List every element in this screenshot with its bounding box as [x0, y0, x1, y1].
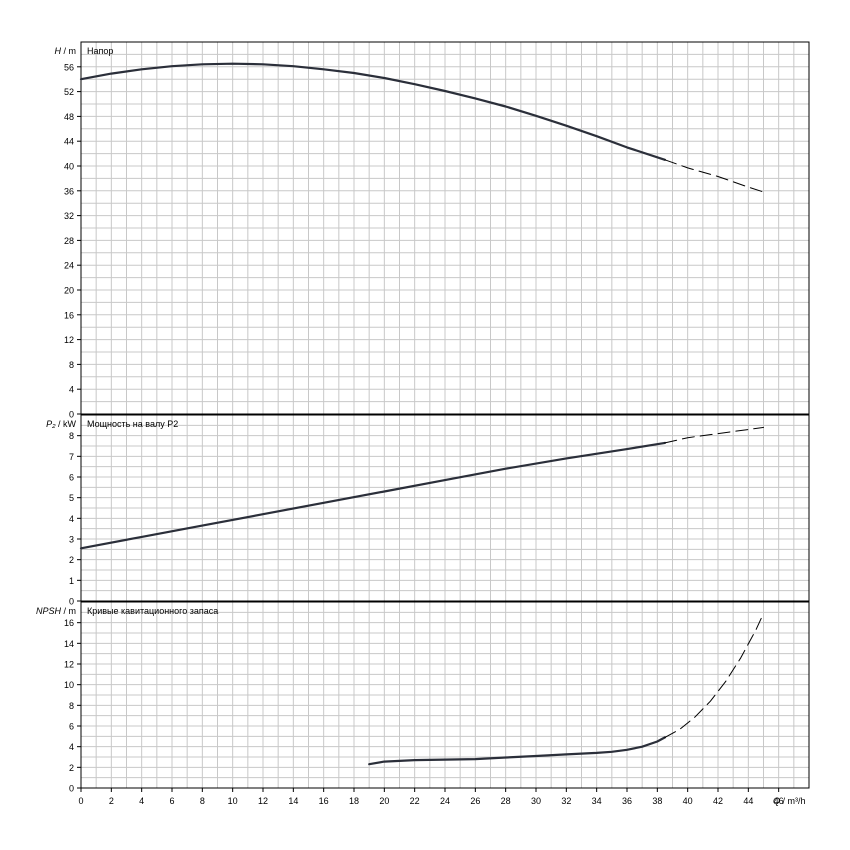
x-tick-label: 0	[78, 796, 83, 806]
y-tick-label: 20	[64, 286, 74, 296]
y-tick-label: 12	[64, 335, 74, 345]
x-tick-label: 42	[713, 796, 723, 806]
series-line-solid	[79, 441, 667, 550]
series-line-solid	[79, 62, 667, 161]
y-tick-label: 1	[69, 576, 74, 586]
y-tick-label: 8	[69, 701, 74, 711]
x-tick-label: 28	[501, 796, 511, 806]
y-tick-label: 4	[69, 742, 74, 752]
x-tick-label: 40	[683, 796, 693, 806]
y-tick-label: 44	[64, 137, 74, 147]
y-tick-label: 56	[64, 62, 74, 72]
y-tick-label: 2	[69, 763, 74, 773]
series-line-dashed	[664, 426, 764, 444]
y-tick-label: 0	[69, 410, 74, 420]
x-tick-label: 22	[410, 796, 420, 806]
y-axis-symbol: NPSH	[36, 606, 64, 616]
x-tick-label: 32	[561, 796, 571, 806]
y-tick-label: 8	[69, 360, 74, 370]
x-tick-label: 30	[531, 796, 541, 806]
y-axis-unit: / m	[64, 46, 77, 56]
x-tick-label: 14	[288, 796, 298, 806]
x-tick-label: 36	[622, 796, 632, 806]
y-axis-label: P₂ / kW	[46, 419, 76, 429]
y-tick-label: 4	[69, 385, 74, 395]
y-axis-symbol: P₂	[46, 419, 58, 429]
y-axis-unit: / m	[64, 606, 77, 616]
x-axis-label: Q / m³/h	[773, 796, 806, 806]
y-axis-label: NPSH / m	[36, 606, 76, 616]
x-tick-label: 6	[169, 796, 174, 806]
y-tick-label: 2	[69, 555, 74, 565]
y-tick-label: 4	[69, 514, 74, 524]
panel-frame	[80, 41, 810, 415]
y-tick-label: 6	[69, 722, 74, 732]
y-tick-label: 8	[69, 431, 74, 441]
panel-frame	[80, 414, 810, 602]
x-tick-label: 10	[228, 796, 238, 806]
x-tick-label: 34	[592, 796, 602, 806]
series-line-solid	[368, 736, 667, 766]
y-tick-label: 28	[64, 236, 74, 246]
y-tick-label: 36	[64, 186, 74, 196]
panel-title: Кривые кавитационного запаса	[87, 606, 218, 616]
panel-title: Мощность на валу P2	[87, 419, 178, 429]
x-tick-label: 46	[774, 796, 784, 806]
y-tick-label: 5	[69, 493, 74, 503]
x-tick-label: 8	[200, 796, 205, 806]
y-axis-unit: / kW	[58, 419, 77, 429]
y-axis-label: H / m	[55, 46, 77, 56]
y-tick-label: 3	[69, 535, 74, 545]
series-line-dashed	[664, 159, 764, 193]
y-tick-label: 0	[69, 597, 74, 607]
x-tick-label: 20	[379, 796, 389, 806]
y-tick-label: 16	[64, 618, 74, 628]
x-tick-label: 38	[652, 796, 662, 806]
x-tick-label: 2	[109, 796, 114, 806]
y-tick-label: 52	[64, 87, 74, 97]
x-tick-label: 24	[440, 796, 450, 806]
y-axis-symbol: H	[55, 46, 64, 56]
y-tick-label: 6	[69, 473, 74, 483]
y-tick-label: 12	[64, 660, 74, 670]
y-tick-label: 10	[64, 680, 74, 690]
y-tick-label: 16	[64, 310, 74, 320]
x-axis-unit: / m³/h	[783, 796, 806, 806]
y-tick-label: 0	[69, 784, 74, 794]
series-line-dashed	[664, 612, 764, 738]
x-tick-label: 16	[319, 796, 329, 806]
x-tick-label: 18	[349, 796, 359, 806]
y-tick-label: 32	[64, 211, 74, 221]
x-axis-symbol: Q	[773, 796, 783, 806]
y-tick-label: 48	[64, 112, 74, 122]
x-tick-label: 44	[743, 796, 753, 806]
x-tick-label: 12	[258, 796, 268, 806]
x-tick-label: 4	[139, 796, 144, 806]
y-tick-label: 40	[64, 162, 74, 172]
y-tick-label: 14	[64, 639, 74, 649]
y-tick-label: 7	[69, 452, 74, 462]
x-tick-label: 26	[470, 796, 480, 806]
panel-title: Напор	[87, 46, 113, 56]
y-tick-label: 24	[64, 261, 74, 271]
